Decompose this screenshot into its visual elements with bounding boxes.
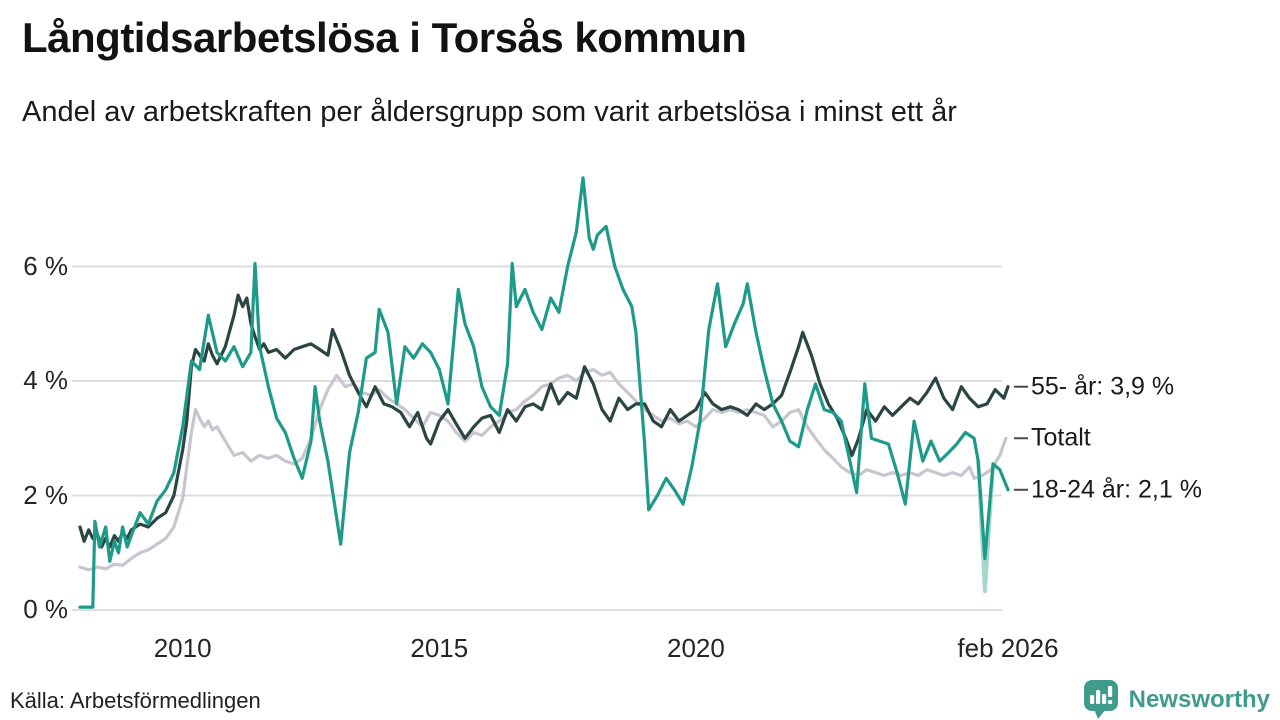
series-line-18-24år [78,176,1010,609]
chart-subtitle: Andel av arbetskraften per åldersgrupp s… [22,96,957,128]
x-tick-label: feb 2026 [957,633,1059,663]
y-tick-label: 2 % [23,479,68,510]
x-tick-label: 2020 [667,633,725,663]
newsworthy-wordmark: Newsworthy [1128,685,1270,713]
annotation-label-Totalt: Totalt [1031,423,1091,452]
annotation-label-55-år: 55- år: 3,9 % [1031,372,1175,401]
y-tick-label: 6 % [23,250,68,281]
newsworthy-bubble-chart-icon [1083,680,1118,719]
x-tick-label: 2010 [153,633,212,663]
source-credit: Källa: Arbetsförmedlingen [10,688,261,713]
y-tick-label: 4 % [23,364,68,395]
annotation-label-18-24år: 18-24 år: 2,1 % [1031,475,1202,504]
y-tick-label: 0 % [23,593,68,624]
series-line-55-år [78,293,1010,549]
newsworthy-logo: Newsworthy [1081,679,1270,720]
page-title: Långtidsarbetslösa i Torsås kommun [22,14,747,61]
x-tick-label: 2015 [410,633,469,663]
